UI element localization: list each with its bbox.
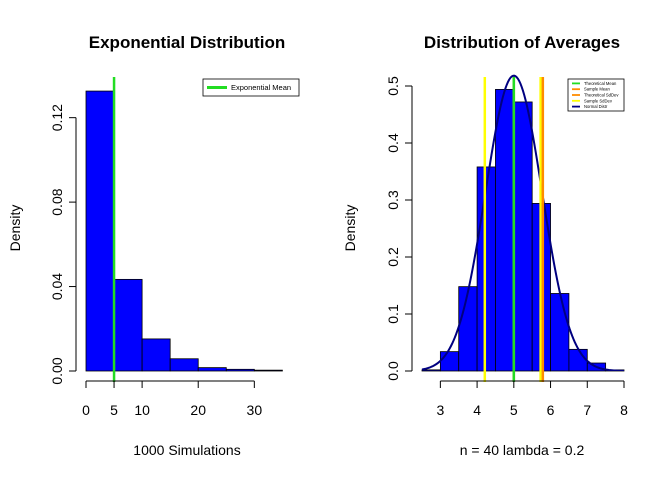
- histogram-bar-1: [421, 369, 441, 372]
- histogram-bar-3: [141, 338, 171, 372]
- legend-label: Theoretical SdDev: [584, 92, 619, 97]
- histogram-bar-4: [169, 358, 199, 372]
- x-tick-label: 6: [547, 402, 555, 418]
- legend-label: Theoretical Mean: [584, 81, 617, 86]
- y-axis: 0.0 0.1 0.2 0.3 0.4 0.5: [385, 76, 413, 381]
- y-tick-label: 0.00: [49, 357, 65, 384]
- chart-title: Distribution of Averages: [424, 33, 620, 52]
- normal-distribution-curve: [421, 74, 625, 371]
- x-tick-label: 4: [473, 402, 481, 418]
- histogram-bar-5: [197, 367, 227, 372]
- chart-title: Exponential Distribution: [89, 33, 285, 52]
- y-tick-label: 0.4: [385, 133, 401, 153]
- legend-label: Normal Distr: [584, 104, 608, 109]
- histogram-bars: [85, 90, 283, 372]
- legend: Exponential Mean: [202, 78, 300, 97]
- histogram-bar-4: [476, 166, 496, 372]
- y-axis-label: Density: [342, 205, 358, 252]
- y-tick-label: 0.12: [49, 104, 65, 131]
- histogram-bar-6: [513, 101, 533, 372]
- x-axis: 3 4 5 6 7 8: [436, 380, 628, 418]
- x-tick-label: 0: [82, 402, 90, 418]
- x-tick-label: 5: [510, 402, 518, 418]
- y-tick-label: 0.5: [385, 76, 401, 96]
- histogram-bar-6: [225, 368, 255, 372]
- y-tick-label: 0.08: [49, 188, 65, 215]
- y-tick-label: 0.0: [385, 361, 401, 381]
- x-tick-label: 3: [436, 402, 444, 418]
- histogram-bar-8: [550, 293, 570, 372]
- histogram-bar-9: [568, 348, 588, 372]
- legend-label: Sample Mean: [584, 87, 611, 92]
- legend-label: Exponential Mean: [231, 83, 291, 92]
- x-axis-label: 1000 Simulations: [133, 442, 240, 458]
- x-tick-label: 8: [620, 402, 628, 418]
- y-axis-label: Density: [7, 205, 23, 252]
- histogram-bar-3: [458, 286, 478, 372]
- histogram-bar-2: [113, 278, 143, 372]
- y-tick-label: 0.2: [385, 247, 401, 267]
- y-tick-label: 0.3: [385, 190, 401, 210]
- histogram-bars: [421, 89, 625, 372]
- legend-box: [202, 78, 300, 97]
- x-tick-label: 30: [247, 402, 263, 418]
- x-tick-label: 10: [134, 402, 150, 418]
- legend-label: Sample SdDev: [584, 98, 613, 103]
- histogram-bar-5: [495, 89, 515, 372]
- chart-panel-2: Distribution of Averages n = 40 lambda = …: [342, 33, 628, 458]
- reference-lines: [483, 77, 545, 382]
- histogram-bar-1: [85, 90, 115, 372]
- x-tick-label: 5: [110, 402, 118, 418]
- histogram-bar-7: [253, 369, 283, 372]
- histogram-bar-2: [439, 351, 460, 372]
- x-axis-label: n = 40 lambda = 0.2: [460, 442, 585, 458]
- y-tick-label: 0.04: [49, 273, 65, 300]
- x-tick-label: 20: [190, 402, 206, 418]
- x-axis: 0 5 10 20 30: [82, 380, 263, 418]
- chart-panel-1: Exponential Distribution 1000 Simulations…: [7, 33, 300, 458]
- y-tick-label: 0.1: [385, 304, 401, 324]
- y-axis: 0.00 0.04 0.08 0.12: [49, 104, 77, 385]
- x-tick-label: 7: [583, 402, 591, 418]
